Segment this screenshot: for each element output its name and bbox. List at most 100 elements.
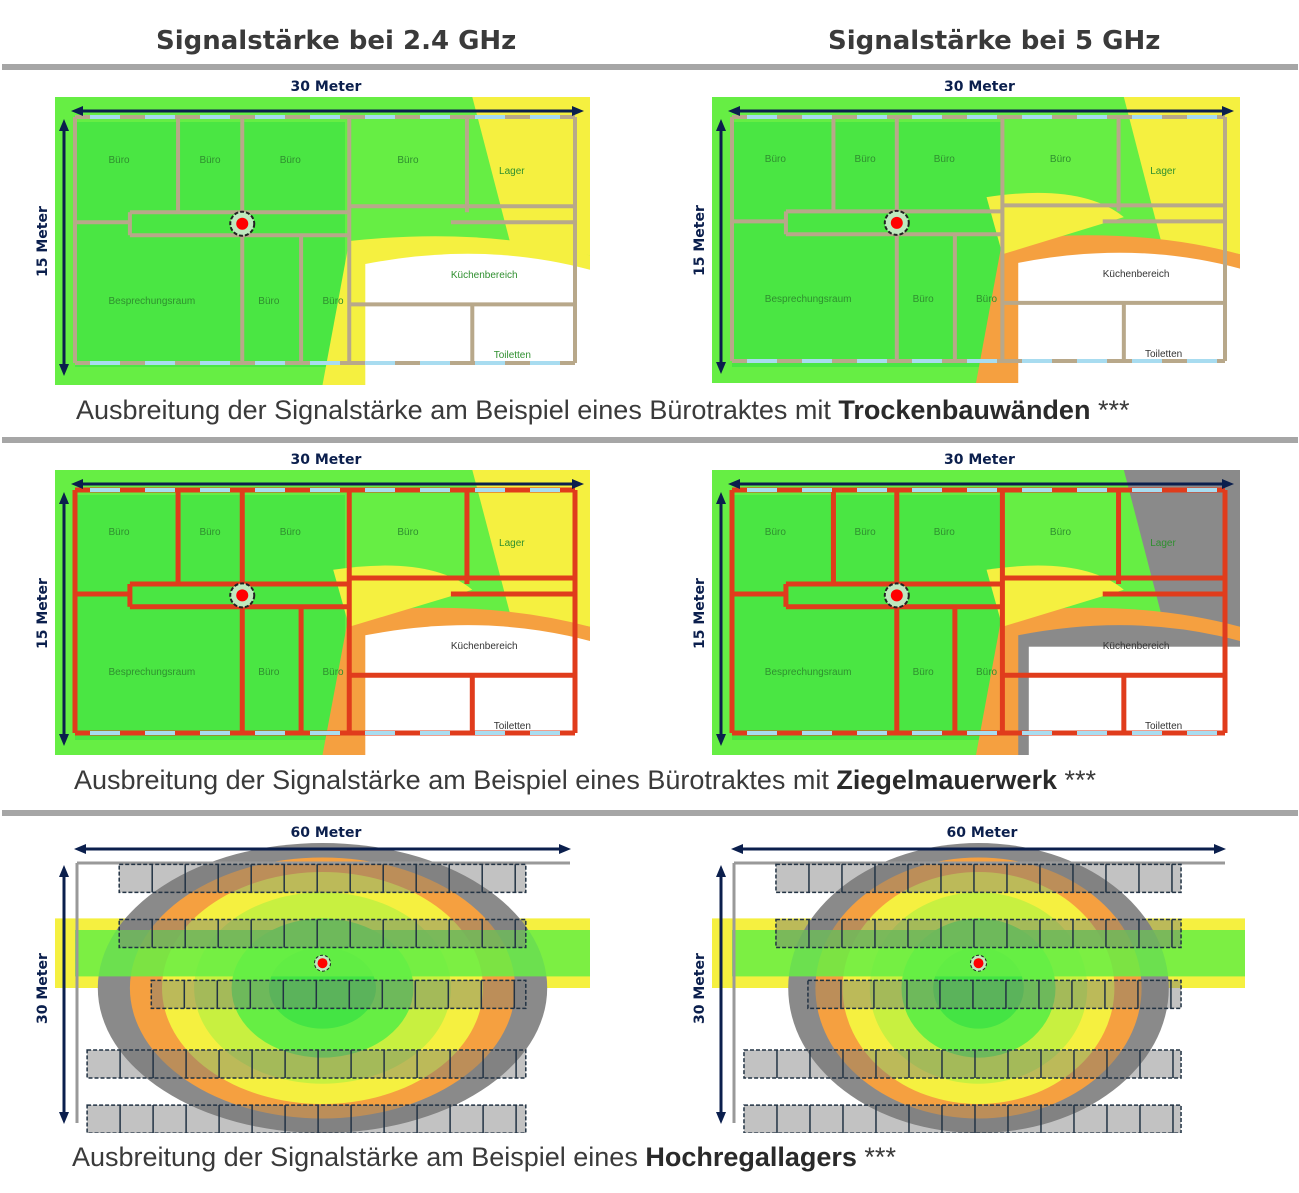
room-label: Büro [322, 666, 344, 678]
divider [2, 437, 1298, 443]
access-point-dot [890, 216, 903, 229]
coverage-weak [986, 192, 1124, 255]
window [912, 488, 942, 492]
room-label: Büro [258, 295, 280, 307]
column-title-5ghz: Signalstärke bei 5 GHz [828, 26, 1161, 56]
access-point-dot [236, 217, 249, 230]
room-label: Büro [854, 154, 876, 166]
shelf-rack [86, 1104, 527, 1133]
arrow-head [1222, 106, 1234, 116]
heatmap-office-right: 30 Meter 15 Meter Büro Büro Büro Büro Lager Küc… [692, 79, 1240, 383]
height-label: 15 Meter [35, 206, 51, 277]
window [90, 488, 120, 492]
window [857, 731, 887, 735]
window [747, 359, 777, 363]
divider [2, 64, 1298, 70]
window [420, 361, 450, 365]
window [200, 488, 230, 492]
window [420, 115, 450, 119]
window [255, 361, 285, 365]
room-label: Büro [279, 527, 301, 538]
shelf-rack [775, 863, 1182, 894]
window [1132, 359, 1162, 363]
access-point-dot [973, 958, 984, 969]
shelf-rack [86, 1049, 527, 1079]
room-label: Besprechungsraum [764, 666, 852, 678]
room-label: Büro [397, 527, 419, 538]
width-label: 60 Meter [946, 825, 1018, 841]
room-label: Küchenbereich [450, 269, 518, 281]
room-label: Toiletten [1144, 348, 1183, 360]
window [475, 488, 505, 492]
height-label: 15 Meter [692, 577, 708, 649]
window [857, 359, 887, 363]
window [967, 488, 997, 492]
window [1132, 115, 1162, 119]
room-label: Büro [199, 527, 221, 538]
arrow-head [1214, 844, 1226, 854]
arrow-head [59, 492, 69, 504]
window [530, 361, 560, 365]
window [1187, 115, 1217, 119]
width-label: 30 Meter [290, 79, 362, 95]
room-label: Büro [1049, 154, 1072, 166]
window [1022, 731, 1052, 735]
uncovered-area [1028, 646, 1240, 755]
window [1022, 359, 1052, 363]
room-label: Küchenbereich [1102, 641, 1170, 652]
room-label: Büro [108, 154, 130, 166]
arrow-head [731, 844, 743, 854]
room-label: Büro [933, 527, 955, 538]
room-label: Toiletten [1144, 720, 1183, 732]
arrow-head [716, 492, 726, 504]
window [530, 115, 560, 119]
window [365, 115, 395, 119]
room-label: Lager [499, 538, 525, 550]
room-label: Büro [397, 154, 419, 166]
width-label: 30 Meter [290, 452, 362, 468]
window [310, 488, 340, 492]
coverage-weak [472, 470, 590, 627]
coverage-weak [986, 565, 1124, 627]
room-label: Büro [933, 154, 955, 166]
arrow-head [59, 119, 69, 131]
arrow-head [559, 844, 571, 854]
shelf-rack [150, 979, 527, 1010]
heatmap-warehouse-left: 60 Meter 30 Meter [35, 825, 590, 1133]
window [475, 731, 505, 735]
room-label: Büro [854, 527, 876, 538]
window [310, 731, 340, 735]
shelf-rack [807, 979, 1182, 1010]
window [310, 361, 340, 365]
window [802, 115, 832, 119]
room-label: Büro [912, 666, 934, 678]
window [1132, 488, 1162, 492]
room-label: Büro [258, 666, 280, 678]
access-point-dot [890, 589, 903, 602]
room-label: Lager [499, 166, 525, 178]
window [200, 731, 230, 735]
heatmap-warehouse-right: 60 Meter 30 Meter [692, 825, 1245, 1133]
caption-drywall: Ausbreitung der Signalstärke am Beispiel… [76, 395, 1130, 425]
shelf-rack [743, 1049, 1182, 1079]
window [802, 731, 832, 735]
window [475, 115, 505, 119]
window [365, 731, 395, 735]
coverage-weak [1123, 97, 1240, 255]
heatmap-office-left: 30 Meter 15 Meter Büro Büro Büro Büro Lager Küc… [35, 79, 590, 385]
room-label: Besprechungsraum [764, 294, 852, 306]
room-label: Lager [1150, 538, 1176, 550]
window [255, 488, 285, 492]
window [255, 731, 285, 735]
window [255, 115, 285, 119]
window [967, 115, 997, 119]
room-label: Büro [764, 154, 786, 166]
arrow-head [59, 734, 69, 746]
window [530, 488, 560, 492]
coverage-none [365, 253, 590, 385]
window [145, 115, 175, 119]
heatmap-office-right: 30 Meter 15 Meter Büro Büro Büro Büro Lager Küc… [692, 452, 1240, 755]
room-label: Toiletten [493, 720, 531, 732]
window [912, 115, 942, 119]
window [1132, 731, 1162, 735]
